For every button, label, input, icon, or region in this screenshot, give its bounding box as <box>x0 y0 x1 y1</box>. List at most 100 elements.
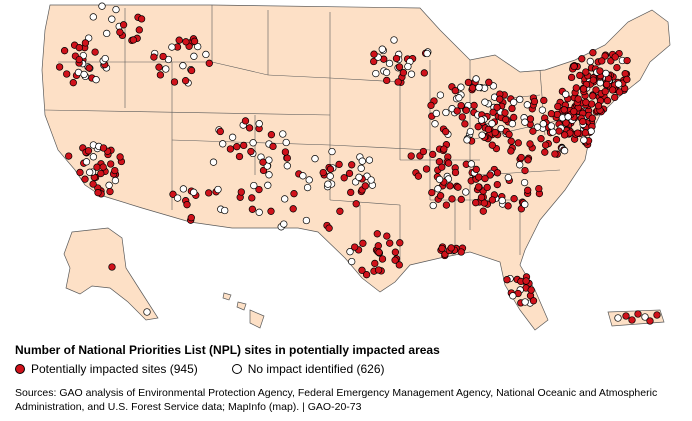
impacted-site-marker <box>623 56 631 65</box>
impacted-site-marker <box>475 173 483 181</box>
impacted-site-marker <box>453 107 461 115</box>
site-markers <box>55 2 661 325</box>
no-impact-site-marker <box>520 178 529 187</box>
impacted-site-marker <box>594 102 603 110</box>
impacted-site-marker <box>81 39 90 47</box>
impacted-site-marker <box>235 152 244 161</box>
impacted-site-marker <box>248 205 257 213</box>
impacted-site-marker <box>541 148 549 156</box>
legend-label-impacted: Potentially impacted sites (945) <box>31 362 198 376</box>
impacted-site-marker <box>247 147 255 156</box>
impacted-site-marker <box>289 205 297 213</box>
impacted-site-marker <box>391 248 400 256</box>
impacted-site-marker <box>75 55 83 64</box>
impacted-site-marker <box>592 86 600 94</box>
impacted-site-marker <box>582 98 590 106</box>
no-impact-site-marker <box>521 118 529 126</box>
impacted-site-marker <box>501 109 509 117</box>
no-impact-site-marker <box>472 75 480 83</box>
impacted-site-marker <box>444 159 453 167</box>
impacted-site-marker <box>69 79 77 87</box>
impacted-site-marker <box>540 96 548 105</box>
state-border-line <box>329 144 431 151</box>
no-impact-site-marker <box>302 216 311 225</box>
impacted-site-marker <box>383 76 391 85</box>
no-impact-site-marker <box>385 59 394 68</box>
impacted-site-marker <box>579 117 587 126</box>
no-impact-site-marker <box>516 95 524 104</box>
no-impact-site-marker <box>586 57 594 66</box>
impacted-site-marker <box>116 153 124 161</box>
no-impact-site-marker <box>455 94 463 102</box>
impacted-site-marker <box>375 248 383 256</box>
no-impact-site-marker <box>564 113 572 121</box>
impacted-site-marker <box>55 63 64 71</box>
impacted-site-marker <box>392 54 401 63</box>
no-impact-site-marker <box>311 155 319 163</box>
no-impact-site-marker <box>250 181 258 190</box>
no-impact-site-marker <box>404 62 412 71</box>
no-impact-site-marker <box>602 69 610 78</box>
impacted-site-marker <box>396 239 404 247</box>
impacted-site-marker <box>529 127 537 135</box>
impacted-site-marker <box>237 188 245 196</box>
impacted-site-marker <box>634 310 642 318</box>
impacted-site-marker <box>187 214 195 222</box>
impacted-site-marker <box>496 95 504 103</box>
no-impact-site-marker <box>228 133 237 141</box>
no-impact-site-marker <box>326 172 334 180</box>
no-impact-site-marker <box>194 42 202 51</box>
state-border-line <box>267 74 331 79</box>
impacted-site-marker <box>574 129 582 137</box>
impacted-site-marker <box>358 266 366 274</box>
impacted-site-marker <box>85 64 93 72</box>
no-impact-site-marker <box>219 140 227 148</box>
no-impact-site-marker <box>221 206 229 215</box>
no-impact-site-marker <box>105 181 113 189</box>
impacted-site-marker <box>603 80 611 89</box>
no-impact-site-marker <box>547 122 555 130</box>
no-impact-site-marker <box>365 156 374 164</box>
impacted-site-marker <box>116 28 124 36</box>
impacted-site-marker <box>383 232 391 240</box>
no-impact-site-marker <box>101 54 109 63</box>
impacted-site-marker <box>84 147 93 155</box>
impacted-site-marker <box>596 67 604 75</box>
impacted-site-marker <box>170 78 179 86</box>
no-impact-site-marker <box>283 162 291 170</box>
no-impact-site-marker <box>143 308 151 316</box>
impacted-site-marker <box>589 49 597 57</box>
impacted-site-marker <box>108 263 116 271</box>
impacted-site-marker <box>129 36 138 44</box>
no-impact-site-marker <box>355 173 363 181</box>
impacted-site-marker <box>462 106 470 114</box>
no-impact-site-marker <box>179 185 188 193</box>
impacted-site-marker <box>269 142 277 151</box>
no-impact-site-marker <box>372 69 380 78</box>
hawaii-island-1 <box>222 292 232 301</box>
impacted-site-marker <box>560 131 569 139</box>
impacted-site-marker <box>99 144 108 152</box>
impacted-site-marker <box>470 101 478 110</box>
impacted-site-marker <box>535 184 543 193</box>
no-impact-site-marker <box>367 176 375 184</box>
impacted-site-marker <box>491 128 499 137</box>
impacted-site-marker <box>181 77 190 85</box>
no-impact-site-marker <box>436 91 445 99</box>
impacted-site-marker <box>183 201 191 209</box>
no-impact-site-marker <box>466 127 475 136</box>
impacted-site-marker <box>245 124 254 132</box>
impacted-site-marker <box>477 193 486 202</box>
state-border-line <box>44 109 331 116</box>
impacted-site-marker <box>395 261 403 269</box>
no-impact-site-marker <box>435 175 444 184</box>
impacted-site-marker <box>579 85 588 93</box>
impacted-site-marker <box>362 271 371 279</box>
legend-label-none: No impact identified (626) <box>247 362 385 376</box>
impacted-site-marker <box>613 63 621 72</box>
impacted-site-marker <box>493 103 501 112</box>
no-impact-site-marker <box>299 172 307 180</box>
impacted-site-marker <box>351 243 359 251</box>
impacted-site-marker <box>359 239 367 247</box>
impacted-site-marker <box>436 192 445 200</box>
